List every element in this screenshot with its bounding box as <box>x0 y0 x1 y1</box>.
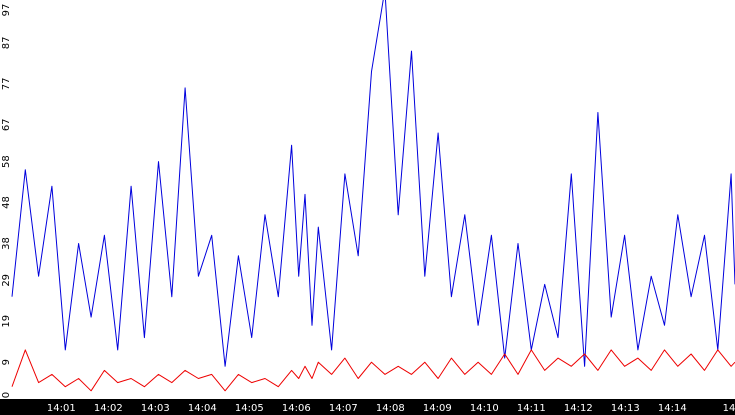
y-tick-label: 29 <box>1 274 12 287</box>
x-tick-label: 14:03 <box>141 403 170 414</box>
y-tick-label: 0 <box>1 392 12 398</box>
series-line-2 <box>11 349 735 392</box>
y-tick-label: 48 <box>1 196 12 209</box>
y-tick-label: 19 <box>1 315 12 328</box>
x-tick-label: 14:06 <box>282 403 311 414</box>
x-axis-ticks: 14:01 14:02 14:03 14:04 14:05 14:06 14:07 14:08… <box>47 403 735 414</box>
x-tick-label: 14 <box>723 403 735 414</box>
x-tick-label: 14:01 <box>47 403 76 414</box>
y-tick-label: 77 <box>1 78 12 91</box>
x-tick-label: 14:09 <box>423 403 452 414</box>
x-axis-band <box>0 399 735 415</box>
y-tick-label: 97 <box>1 4 12 17</box>
x-tick-label: 14:10 <box>470 403 499 414</box>
y-tick-label: 87 <box>1 37 12 50</box>
x-tick-label: 14:05 <box>235 403 264 414</box>
y-tick-label: 38 <box>1 237 12 250</box>
series-layer <box>11 0 735 392</box>
x-tick-label: 14:04 <box>188 403 217 414</box>
x-tick-label: 14:02 <box>94 403 123 414</box>
y-axis-ticks: 0 9 19 29 38 48 58 67 77 87 97 <box>1 4 12 399</box>
x-tick-label: 14:11 <box>517 403 546 414</box>
y-tick-label: 67 <box>1 118 12 131</box>
series-line-1 <box>11 0 735 367</box>
x-tick-label: 14:13 <box>611 403 640 414</box>
y-tick-label: 58 <box>1 155 12 168</box>
y-tick-label: 9 <box>1 359 12 365</box>
x-tick-label: 14:08 <box>376 403 405 414</box>
x-tick-label: 14:12 <box>564 403 593 414</box>
x-tick-label: 14:07 <box>329 403 358 414</box>
x-tick-label: 14:14 <box>658 403 687 414</box>
